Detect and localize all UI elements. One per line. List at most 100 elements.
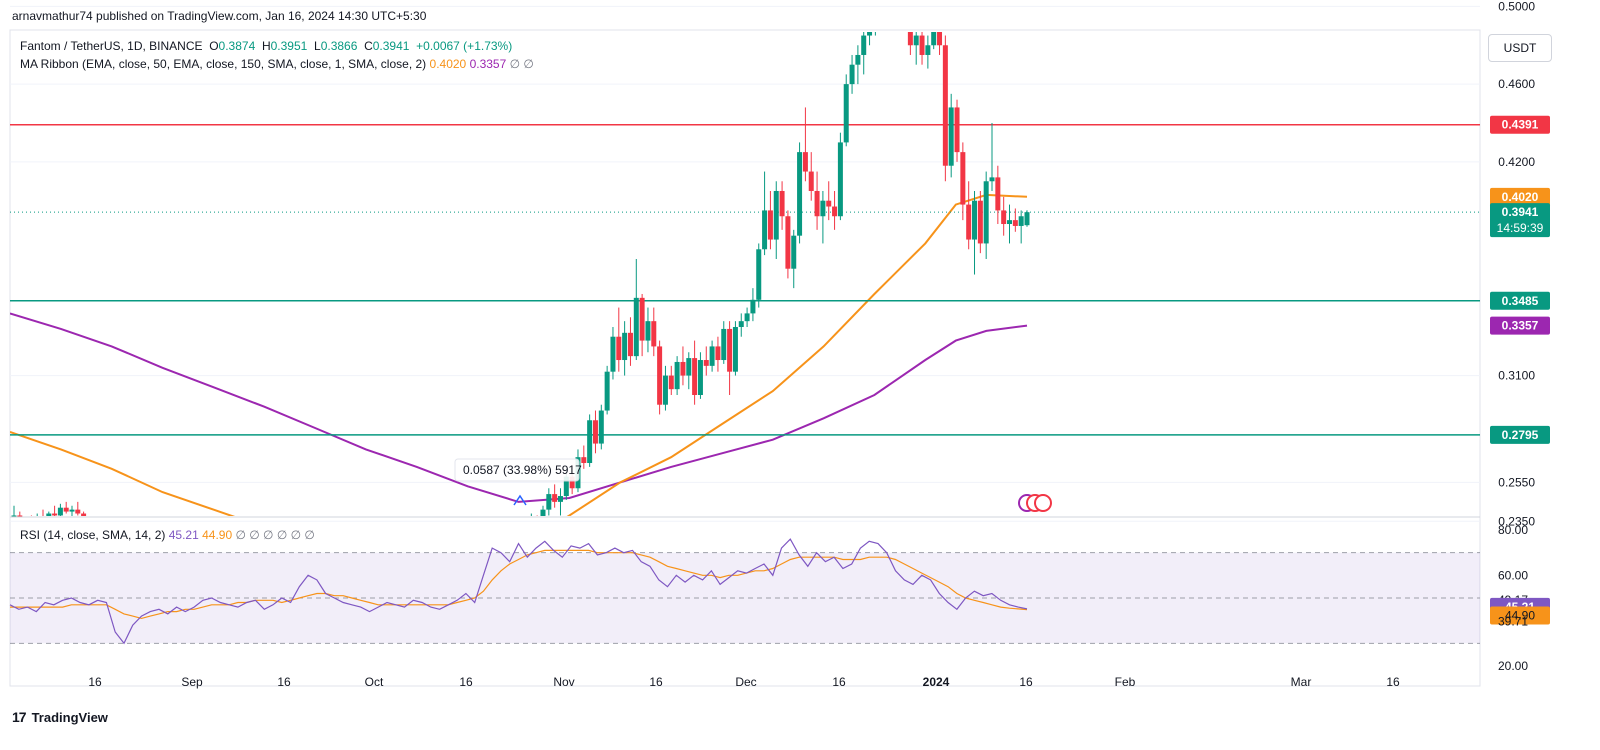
candle — [773, 181, 779, 259]
time-axis-label: Dec — [735, 675, 756, 689]
candle-body — [820, 200, 826, 217]
candle-body — [604, 371, 610, 411]
ma-value-ema50: 0.4020 — [429, 57, 467, 71]
candle — [983, 171, 989, 259]
symbol-name[interactable]: Fantom / TetherUS, 1D, BINANCE — [20, 39, 203, 53]
candle — [937, 32, 943, 55]
candle — [639, 293, 645, 357]
tradingview-logo[interactable]: 17 TradingView — [12, 709, 108, 725]
price-chart[interactable]: 0.0587 (33.98%) 5917 0.60000.50000.46000… — [0, 0, 1600, 700]
candle — [604, 365, 610, 415]
candle-body — [832, 206, 838, 217]
candle-body — [610, 336, 616, 372]
candle — [732, 321, 738, 376]
ohlc-open: O0.3874 — [209, 39, 256, 53]
candle — [942, 35, 948, 182]
level-tag-label: 0.4391 — [1502, 118, 1539, 132]
candle-body — [767, 210, 773, 240]
candle — [977, 190, 983, 254]
rsi-label: RSI (14, close, SMA, 14, 2) — [20, 528, 166, 542]
candle — [69, 505, 75, 516]
price-axis: 0.60000.50000.46000.42000.31000.25500.23… — [1490, 0, 1550, 673]
candle-body — [837, 142, 843, 217]
candle — [11, 505, 17, 517]
candle — [587, 414, 593, 467]
candle-body — [651, 321, 657, 347]
candle — [843, 74, 849, 147]
ma-ribbon-label: MA Ribbon (EMA, close, 50, EMA, close, 1… — [20, 57, 427, 71]
candle-body — [1012, 220, 1018, 226]
ma-empty-values: ∅ ∅ — [509, 57, 534, 71]
candle-body — [11, 515, 17, 517]
candle — [546, 488, 552, 516]
candle-body — [1024, 212, 1030, 226]
ma-ribbon-info[interactable]: MA Ribbon (EMA, close, 50, EMA, close, 1… — [20, 57, 534, 71]
time-axis-label: 16 — [832, 675, 846, 689]
candle-body — [17, 515, 23, 517]
level-tag-bg — [1490, 425, 1550, 444]
candle — [721, 321, 727, 364]
candle — [867, 32, 873, 46]
candle — [744, 307, 750, 327]
ema50-line — [10, 193, 1028, 516]
time-axis-label: 16 — [1386, 675, 1400, 689]
candle-body — [63, 507, 69, 512]
candle-body — [966, 204, 972, 240]
rsi-tick-label: 60.00 — [1498, 568, 1528, 582]
rsi-info[interactable]: RSI (14, close, SMA, 14, 2) 45.21 44.90 … — [20, 528, 315, 542]
candle-body — [627, 332, 633, 357]
candle — [762, 171, 768, 256]
candle-body — [697, 360, 703, 395]
candle-body — [773, 190, 779, 240]
ema150-tag-bg — [1490, 316, 1550, 335]
candle — [697, 352, 703, 399]
candle — [622, 321, 628, 376]
candle — [802, 107, 808, 182]
candles — [11, 32, 1030, 517]
candle-body — [645, 321, 651, 341]
candle — [907, 32, 913, 55]
candle — [709, 340, 715, 372]
ema150-price-label: 0.3357 — [1502, 319, 1539, 333]
candle-body — [942, 45, 948, 166]
price-tick-label: 0.2550 — [1498, 475, 1535, 489]
candle-body — [57, 507, 63, 516]
price-tick-label: 0.3100 — [1498, 369, 1535, 383]
candle-body — [919, 35, 925, 55]
level-tag-label: 0.2795 — [1502, 428, 1539, 442]
candle-body — [948, 107, 954, 166]
candle — [767, 190, 773, 250]
candle-body — [680, 361, 686, 376]
candle — [826, 181, 832, 221]
time-axis-label: Oct — [365, 675, 384, 689]
candle — [820, 190, 826, 244]
candle — [627, 317, 633, 366]
candle-body — [598, 410, 604, 444]
candle-body — [791, 235, 797, 269]
candle — [651, 307, 657, 357]
rsi-ma-line — [10, 549, 1028, 620]
ema50-tag-bg — [1490, 187, 1550, 206]
candle-body — [907, 32, 913, 46]
candle-body — [1007, 220, 1013, 225]
horizontal-levels — [10, 123, 1480, 436]
candle — [832, 190, 838, 230]
candle-body — [1018, 216, 1024, 226]
tradingview-logo-text: TradingView — [31, 709, 108, 725]
candle-body — [546, 494, 552, 510]
candle-body — [622, 332, 628, 361]
candle — [680, 346, 686, 386]
ma-value-ema150: 0.3357 — [469, 57, 507, 71]
currency-button[interactable]: USDT — [1488, 34, 1552, 62]
candle-body — [989, 177, 995, 182]
candle-body — [937, 32, 943, 46]
time-axis-label: 16 — [1019, 675, 1033, 689]
candle — [966, 181, 972, 250]
candle — [598, 404, 604, 450]
price-tick-label: 0.4600 — [1498, 77, 1535, 91]
candle — [703, 346, 709, 376]
candle — [57, 503, 63, 516]
candle-body — [552, 494, 558, 502]
candle-body — [639, 297, 645, 341]
level-tag-label: 0.3485 — [1502, 294, 1539, 308]
